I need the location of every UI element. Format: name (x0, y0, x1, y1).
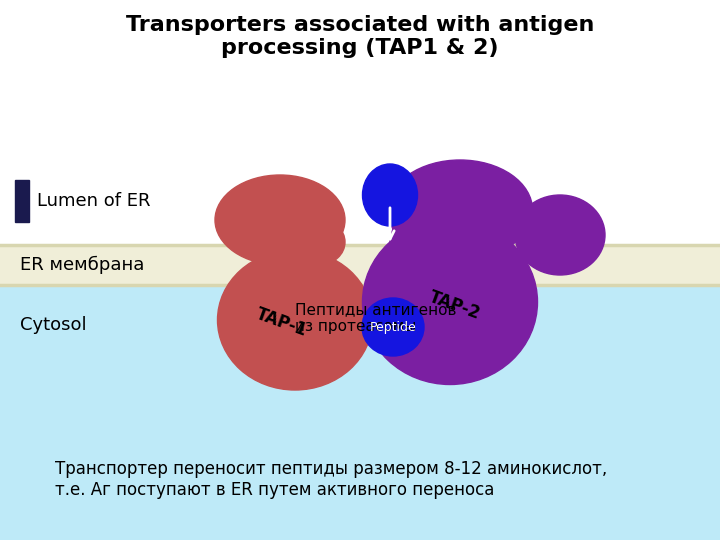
Ellipse shape (515, 195, 605, 275)
Ellipse shape (217, 250, 372, 390)
Ellipse shape (362, 164, 418, 226)
Bar (0, 285, 720, 540)
Bar (0, 0, 720, 245)
Ellipse shape (390, 218, 440, 262)
Bar (15, 180, 29, 222)
Text: Cytosol: Cytosol (20, 316, 86, 334)
Text: TAP-2: TAP-2 (427, 287, 483, 322)
Text: Транспортер переносит пептиды размером 8-12 аминокислот,
т.е. Аг поступают в ER : Транспортер переносит пептиды размером 8… (55, 460, 607, 499)
Text: Lumen of ER: Lumen of ER (37, 192, 150, 210)
Ellipse shape (295, 219, 345, 265)
Ellipse shape (215, 175, 345, 265)
Ellipse shape (362, 298, 424, 356)
Text: ER мембрана: ER мембрана (20, 256, 145, 274)
Ellipse shape (362, 219, 538, 384)
Ellipse shape (387, 160, 533, 260)
Text: Пептиды антигенов
из протеасомы: Пептиды антигенов из протеасомы (295, 302, 456, 334)
Text: Peptide: Peptide (369, 321, 416, 334)
Text: TAP-1: TAP-1 (254, 305, 310, 340)
Bar (0, 245, 720, 285)
Text: Transporters associated with antigen
processing (TAP1 & 2): Transporters associated with antigen pro… (126, 15, 594, 58)
